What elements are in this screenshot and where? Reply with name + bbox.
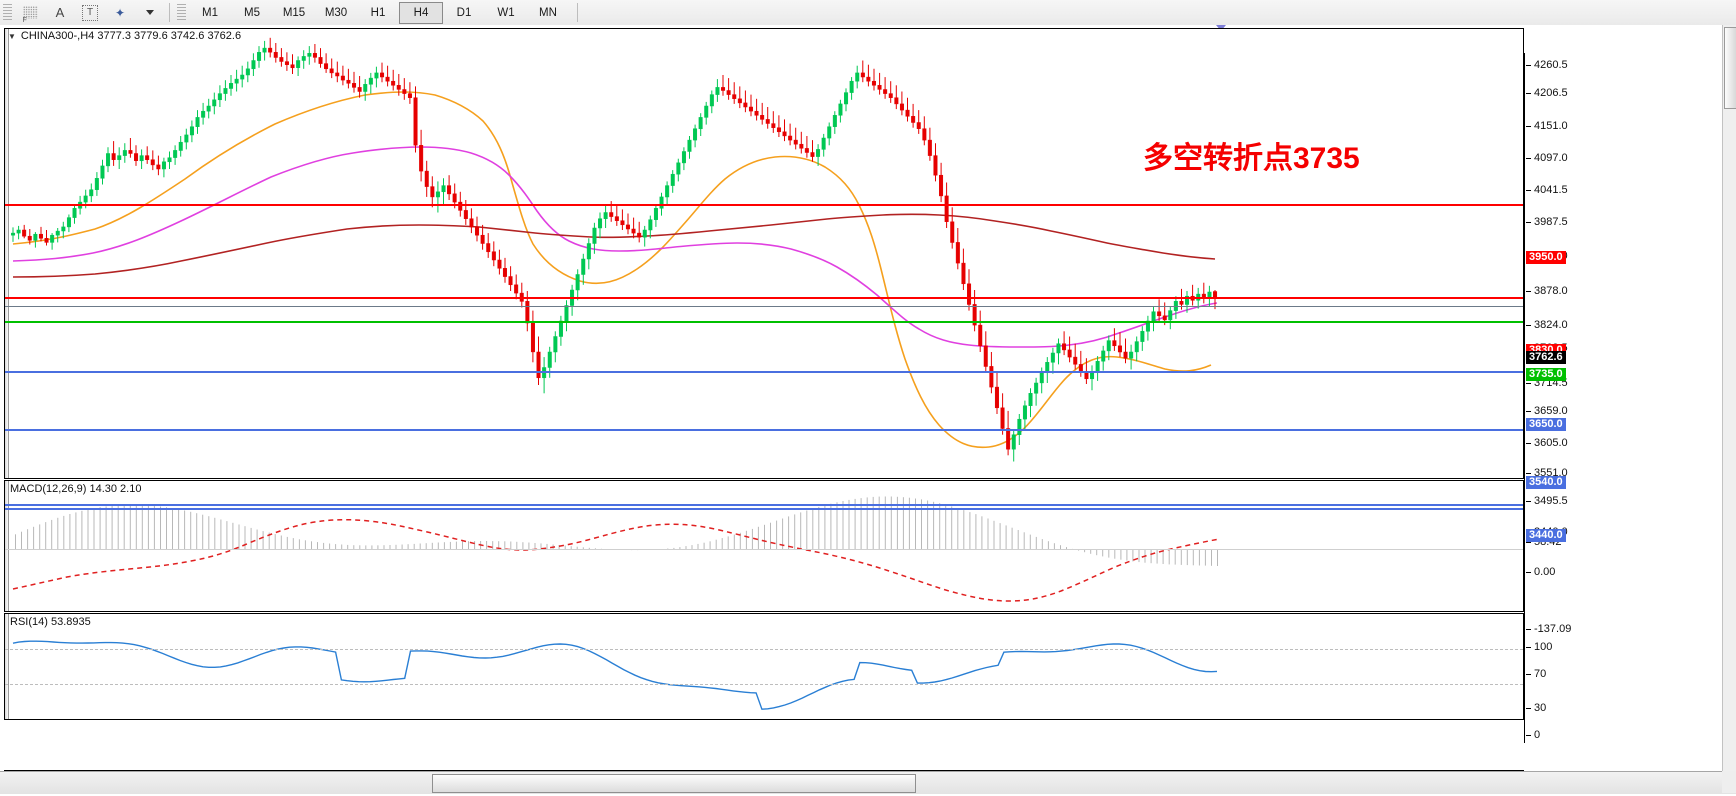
timeframe-d1[interactable]: D1 [443, 3, 485, 23]
horizontal-scrollbar-thumb[interactable] [432, 774, 916, 793]
price-tick: 3495.5 [1526, 495, 1568, 507]
price-tag-3650[interactable]: 3650.0 [1526, 418, 1566, 431]
chart-panes: 多空转折点3735 MACD(12,26,9) 14.30 2.10 RSI(1… [4, 28, 1524, 770]
chart-frame: ▼ CHINA300-,H4 3777.3 3779.6 3742.6 3762… [0, 25, 1736, 793]
price-tag-3540[interactable]: 3540.0 [1526, 476, 1566, 489]
collapse-icon[interactable]: ▼ [8, 32, 16, 41]
main-toolbar: F A T ✦ M1 M5 M15 M30 H1 H4 D1 W1 MN [0, 0, 1736, 26]
price-tick: 3987.5 [1526, 216, 1568, 228]
rsi-line [13, 641, 1217, 709]
price-chart-svg [5, 29, 1521, 476]
timeframe-h4[interactable]: H4 [399, 2, 443, 24]
price-scale-divider [1524, 53, 1525, 743]
macd-pane[interactable]: MACD(12,26,9) 14.30 2.10 [4, 480, 1524, 612]
rsi-pane[interactable]: RSI(14) 53.8935 [4, 613, 1524, 720]
macd-label: MACD(12,26,9) 14.30 2.10 [10, 483, 141, 495]
timeframe-m15[interactable]: M15 [273, 3, 315, 23]
toolbar-separator-2 [577, 3, 578, 22]
price-tag-3440[interactable]: 3440.0 [1526, 529, 1566, 542]
dropdown-caret-icon[interactable] [135, 1, 165, 24]
rsi-overbought-line [5, 649, 1523, 650]
price-tick: 30 [1526, 702, 1546, 714]
toolbar-grip-1[interactable] [3, 4, 12, 21]
price-tick: 4097.0 [1526, 152, 1568, 164]
price-pane-left-bar [5, 29, 9, 478]
timeframe-h1[interactable]: H1 [357, 3, 399, 23]
symbol-ohlc-text: CHINA300-,H4 3777.3 3779.6 3742.6 3762.6 [21, 30, 241, 42]
text-label-icon[interactable]: A [45, 1, 75, 24]
last-price-line [5, 306, 1523, 307]
level-line-3830[interactable] [5, 297, 1523, 299]
price-tick: 3878.0 [1526, 285, 1568, 297]
price-pane[interactable]: 多空转折点3735 [4, 28, 1524, 479]
level-line-3950[interactable] [5, 204, 1523, 206]
crosshair-grid-icon[interactable]: F [15, 1, 45, 24]
timeframe-w1[interactable]: W1 [485, 3, 527, 23]
rsi-chart-svg [5, 614, 1521, 717]
macd-histogram [15, 497, 1218, 567]
price-tick: 70 [1526, 668, 1546, 680]
price-tick: -137.09 [1526, 623, 1571, 635]
macd-signal-line [13, 520, 1219, 601]
timeframe-m1[interactable]: M1 [189, 3, 231, 23]
price-tag-last-3762.6[interactable]: 3762.6 [1526, 351, 1566, 364]
price-scale[interactable]: 4260.54206.54151.04097.04041.53987.53932… [1524, 53, 1736, 795]
price-tick: 0 [1526, 729, 1540, 741]
vertical-scrollbar[interactable] [1722, 25, 1736, 771]
rsi-oversold-line [5, 684, 1523, 685]
price-tick: 4206.5 [1526, 87, 1568, 99]
price-tag-3735[interactable]: 3735.0 [1526, 368, 1566, 381]
timeframe-m30[interactable]: M30 [315, 3, 357, 23]
price-tick: 3824.0 [1526, 319, 1568, 331]
rsi-pane-left-bar [5, 614, 9, 719]
price-tick: 4260.5 [1526, 59, 1568, 71]
toolbar-separator-1 [169, 3, 170, 22]
scrollbar-corner [1722, 771, 1736, 793]
annotation-text: 多空转折点3735 [1143, 133, 1360, 177]
price-tick: 0.00 [1526, 566, 1555, 578]
timeframe-m5[interactable]: M5 [231, 3, 273, 23]
level-line-3540[interactable] [5, 429, 1523, 431]
macd-pane-left-bar [5, 481, 9, 611]
objects-icon[interactable]: ✦ [105, 1, 135, 24]
price-tick: 4151.0 [1526, 120, 1568, 132]
macd-chart-svg [5, 481, 1521, 609]
price-tick: 3605.0 [1526, 437, 1568, 449]
toolbar-grip-2[interactable] [177, 4, 186, 21]
rsi-label: RSI(14) 53.8935 [10, 616, 91, 628]
ma-darkred-line [13, 214, 1215, 277]
level-line-3735[interactable] [5, 321, 1523, 323]
price-tag-3950[interactable]: 3950.0 [1526, 251, 1566, 264]
text-box-icon[interactable]: T [75, 1, 105, 24]
macd-zero-line [5, 549, 1523, 550]
price-tick: 4041.5 [1526, 184, 1568, 196]
vertical-scrollbar-thumb[interactable] [1724, 27, 1736, 109]
timeframe-mn[interactable]: MN [527, 3, 569, 23]
symbol-ohlc-bar: ▼ CHINA300-,H4 3777.3 3779.6 3742.6 3762… [8, 30, 241, 42]
level-line-3440-b [5, 508, 1523, 510]
candlestick-series [11, 38, 1217, 462]
level-line-3650[interactable] [5, 371, 1523, 373]
horizontal-scrollbar[interactable] [0, 771, 1736, 794]
price-tick: 3659.0 [1526, 405, 1568, 417]
level-line-3440-a [5, 504, 1523, 506]
price-tick: 100 [1526, 641, 1552, 653]
ma-magenta-line [13, 147, 1217, 347]
